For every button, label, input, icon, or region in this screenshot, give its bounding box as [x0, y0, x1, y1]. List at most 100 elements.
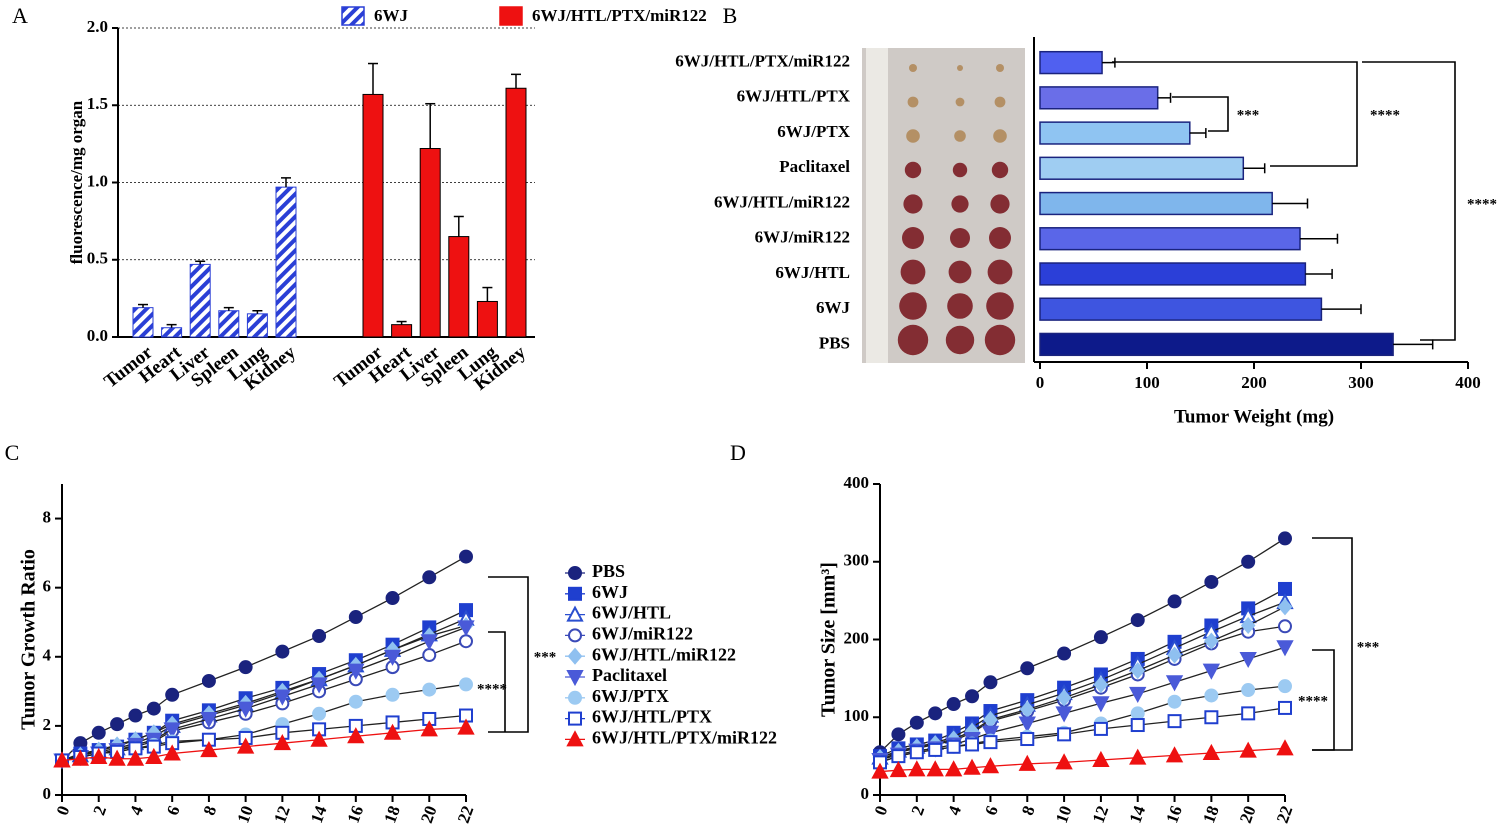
annotation: **** — [1467, 196, 1497, 212]
marker — [1278, 679, 1292, 694]
marker — [1092, 696, 1110, 713]
x-tick-label: 10 — [1052, 803, 1076, 825]
marker — [568, 566, 582, 580]
marker — [1167, 714, 1182, 729]
tumor — [957, 65, 963, 71]
marker — [944, 760, 963, 777]
marker — [312, 629, 327, 644]
y-tick-label: 1.0 — [87, 171, 108, 190]
marker — [457, 718, 475, 735]
marker — [909, 715, 924, 730]
marker — [891, 727, 906, 742]
bar — [505, 87, 527, 338]
marker — [459, 549, 473, 564]
y-tick-label: 200 — [844, 628, 870, 647]
x-tick-label: 10 — [233, 803, 257, 825]
x-axis-label: Tumor Weight (mg) — [1174, 406, 1334, 427]
marker — [909, 745, 924, 760]
marker — [1018, 754, 1036, 771]
x-tick-label: 18 — [380, 803, 404, 825]
x-tick-label: 2 — [89, 803, 110, 817]
tumor — [897, 324, 929, 356]
x-tick-label: 0 — [1036, 373, 1045, 392]
marker — [422, 648, 437, 663]
tumor — [899, 292, 927, 320]
tumor — [907, 96, 919, 108]
marker — [126, 749, 145, 766]
tumor — [950, 228, 970, 248]
marker — [1239, 651, 1257, 669]
tumor — [984, 324, 1016, 356]
legend-label: 6WJ/HTL/PTX/miR122 — [532, 6, 707, 25]
legend-label: 6WJ/HTL/miR122 — [592, 644, 736, 664]
x-tick-label: 12 — [270, 803, 294, 825]
bar — [1039, 191, 1273, 216]
series-line — [879, 537, 1286, 753]
marker — [146, 701, 161, 716]
legend-label: 6WJ/PTX — [592, 686, 669, 706]
marker — [889, 761, 908, 778]
tumor — [948, 260, 972, 284]
bar — [362, 93, 384, 338]
tumor — [906, 129, 920, 143]
marker — [1204, 574, 1219, 589]
marker — [145, 747, 163, 764]
marker — [1241, 683, 1256, 698]
marker — [965, 737, 980, 752]
marker — [347, 663, 365, 680]
marker — [568, 628, 582, 643]
marker — [946, 697, 961, 712]
marker — [310, 677, 328, 694]
tumor — [945, 325, 975, 355]
tumor — [996, 64, 1004, 72]
ruler — [866, 48, 888, 363]
marker — [1167, 694, 1182, 709]
legend-label: 6WJ/HTL — [592, 603, 671, 623]
marker — [90, 747, 108, 764]
x-tick-label: 12 — [1089, 803, 1113, 825]
marker — [422, 570, 437, 585]
marker — [1130, 718, 1145, 733]
marker — [71, 749, 90, 766]
marker — [983, 735, 998, 750]
marker — [1130, 662, 1146, 680]
bar — [246, 313, 268, 338]
tumor — [987, 259, 1013, 285]
x-tick-label: 100 — [1134, 373, 1160, 392]
marker — [568, 690, 582, 705]
marker — [1167, 594, 1182, 609]
y-tick-label: 6WJ/HTL — [775, 263, 850, 282]
marker — [459, 634, 473, 649]
tumor — [989, 227, 1011, 249]
x-tick-label: 200 — [1241, 373, 1267, 392]
x-tick-label: 20 — [417, 803, 441, 825]
marker — [273, 689, 292, 706]
y-axis-label: fluorescence/mg organ — [67, 100, 86, 264]
x-tick-label: 22 — [454, 803, 478, 825]
marker — [566, 605, 584, 622]
x-tick-label: 6 — [981, 803, 1002, 817]
marker — [91, 725, 106, 740]
marker — [165, 687, 180, 702]
annotation: **** — [477, 681, 507, 697]
marker — [347, 727, 365, 744]
x-tick-label: 14 — [307, 803, 331, 826]
marker — [871, 762, 889, 779]
marker — [200, 711, 218, 729]
marker — [1093, 721, 1108, 736]
marker — [981, 725, 1000, 742]
legend-label: 6WJ/HTL/PTX — [592, 707, 712, 727]
y-axis-label: Tumor Size [mm³] — [818, 562, 840, 717]
marker — [1057, 727, 1072, 742]
bar — [391, 324, 413, 338]
x-tick-label: 14 — [1125, 803, 1149, 826]
y-tick-label: 0.5 — [87, 249, 108, 268]
bar — [476, 300, 498, 338]
x-tick-label: 18 — [1199, 803, 1223, 825]
marker — [200, 740, 218, 758]
y-tick-label: 6WJ/HTL/PTX — [737, 87, 851, 106]
marker — [1202, 743, 1221, 761]
marker — [1129, 748, 1147, 765]
legend-label: PBS — [592, 561, 625, 581]
y-tick-label: PBS — [819, 333, 850, 352]
